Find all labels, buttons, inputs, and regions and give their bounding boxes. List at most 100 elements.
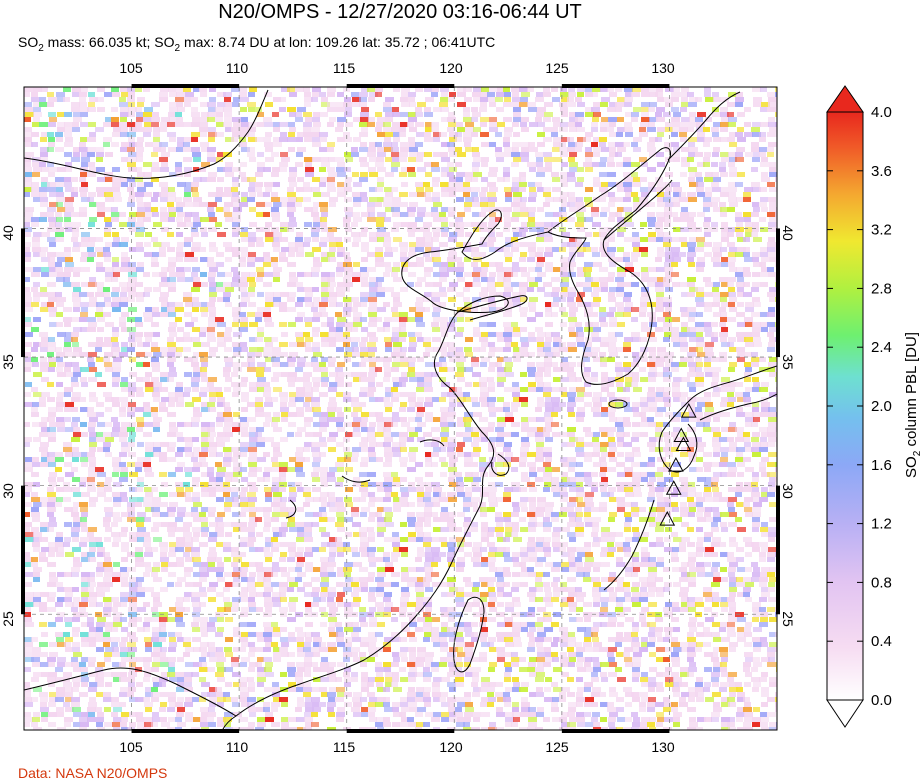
so2-pixel	[607, 107, 616, 112]
so2-pixel	[281, 417, 288, 422]
so2-pixel	[465, 487, 472, 492]
so2-pixel	[600, 357, 607, 362]
so2-pixel	[609, 287, 618, 292]
so2-pixel	[673, 437, 682, 442]
so2-pixel	[753, 337, 761, 342]
so2-pixel	[519, 292, 526, 297]
so2-pixel	[89, 217, 97, 222]
so2-pixel	[567, 137, 574, 142]
so2-pixel	[703, 452, 712, 457]
so2-pixel	[233, 452, 241, 457]
so2-pixel	[503, 402, 510, 407]
so2-pixel	[608, 487, 616, 492]
so2-pixel	[312, 247, 321, 252]
so2-pixel	[384, 252, 393, 257]
so2-pixel	[569, 487, 576, 492]
so2-pixel	[225, 247, 234, 252]
so2-pixel	[591, 372, 598, 377]
so2-pixel	[249, 157, 256, 162]
so2-pixel	[136, 297, 144, 302]
so2-pixel	[607, 392, 615, 397]
so2-pixel	[175, 392, 184, 397]
so2-pixel	[665, 272, 672, 277]
so2-pixel	[696, 447, 704, 452]
so2-pixel	[120, 107, 129, 112]
so2-pixel	[599, 482, 608, 487]
so2-pixel	[545, 212, 554, 217]
so2-pixel	[615, 142, 624, 147]
so2-pixel	[88, 322, 97, 327]
so2-pixel	[623, 297, 631, 302]
so2-pixel	[600, 487, 607, 492]
so2-pixel	[200, 387, 209, 392]
so2-pixel	[337, 192, 346, 197]
so2-pixel	[143, 117, 152, 122]
so2-pixel	[649, 152, 656, 157]
so2-pixel	[33, 297, 40, 302]
so2-pixel	[151, 362, 160, 367]
so2-pixel	[392, 442, 401, 447]
so2-pixel	[200, 227, 207, 232]
so2-pixel	[343, 297, 352, 302]
so2-pixel	[351, 342, 358, 347]
so2-pixel	[655, 222, 663, 227]
so2-pixel	[128, 452, 136, 457]
so2-pixel	[239, 247, 248, 252]
so2-pixel	[64, 272, 71, 277]
so2-pixel	[24, 332, 33, 337]
so2-pixel	[88, 472, 97, 477]
so2-pixel	[599, 277, 607, 282]
so2-pixel	[105, 322, 114, 327]
so2-pixel	[657, 132, 664, 137]
so2-pixel	[705, 282, 713, 287]
so2-pixel	[777, 162, 786, 167]
so2-pixel	[47, 452, 55, 457]
so2-pixel	[96, 152, 104, 157]
so2-pixel	[183, 292, 192, 297]
so2-pixel	[560, 122, 568, 127]
so2-pixel	[457, 92, 466, 97]
so2-pixel	[569, 322, 577, 327]
so2-pixel	[96, 437, 105, 442]
so2-pixel	[80, 422, 87, 427]
so2-pixel	[752, 257, 759, 262]
so2-pixel	[153, 132, 160, 137]
so2-pixel	[288, 402, 296, 407]
so2-pixel	[649, 337, 657, 342]
so2-pixel	[503, 227, 510, 232]
so2-pixel	[320, 222, 327, 227]
so2-pixel	[593, 177, 600, 182]
so2-pixel	[289, 272, 296, 277]
so2-pixel	[608, 407, 616, 412]
so2-pixel	[439, 457, 446, 462]
so2-pixel	[32, 122, 39, 127]
so2-pixel	[119, 462, 126, 467]
so2-pixel	[353, 427, 360, 432]
so2-pixel	[248, 232, 256, 237]
so2-pixel	[305, 252, 314, 257]
so2-pixel	[264, 272, 273, 277]
so2-pixel	[392, 377, 400, 382]
so2-pixel	[257, 347, 264, 352]
so2-pixel	[712, 442, 721, 447]
so2-pixel	[737, 397, 746, 402]
so2-pixel	[615, 277, 624, 282]
so2-pixel	[633, 202, 641, 207]
so2-pixel	[248, 132, 255, 137]
so2-pixel	[415, 427, 422, 432]
so2-pixel	[625, 382, 632, 387]
so2-pixel	[703, 427, 712, 432]
so2-pixel	[175, 167, 182, 172]
so2-pixel	[209, 97, 216, 102]
so2-pixel	[503, 117, 512, 122]
so2-pixel	[631, 332, 640, 337]
so2-pixel	[73, 302, 80, 307]
so2-pixel	[201, 342, 210, 347]
so2-pixel	[511, 467, 518, 472]
so2-pixel	[153, 447, 161, 452]
so2-pixel	[89, 167, 98, 172]
so2-pixel	[313, 112, 320, 117]
so2-pixel	[720, 137, 727, 142]
so2-pixel	[39, 342, 48, 347]
so2-pixel	[671, 432, 678, 437]
